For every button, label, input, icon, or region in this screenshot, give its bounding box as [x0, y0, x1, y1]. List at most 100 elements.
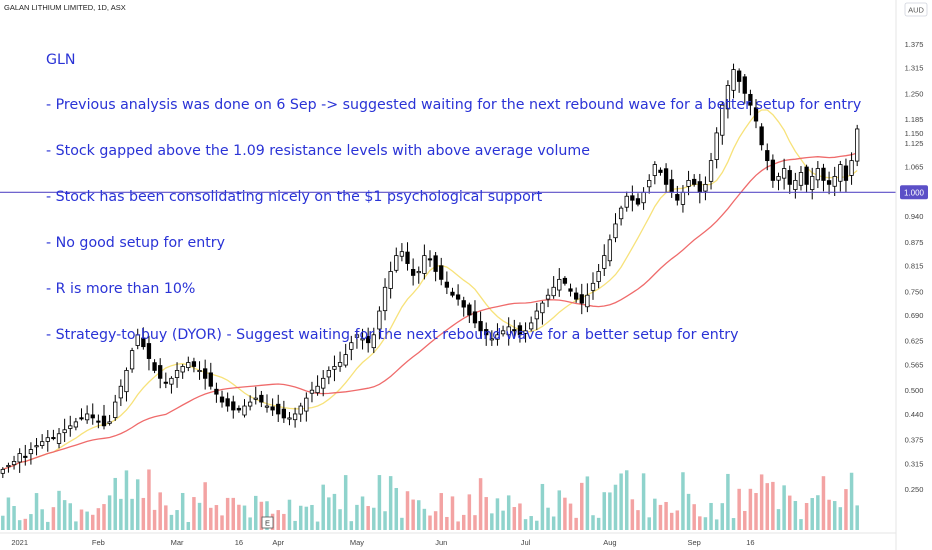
- volume-bar: [591, 515, 595, 530]
- candle-body: [214, 388, 219, 395]
- volume-bar: [180, 492, 185, 530]
- volume-bar: [158, 492, 162, 530]
- candle-body: [759, 126, 764, 146]
- candle-body: [855, 128, 860, 162]
- time-tick-label: 16: [235, 538, 243, 547]
- volume-bar: [209, 507, 213, 530]
- price-tick-label: 1.065: [905, 163, 924, 172]
- candle-body: [315, 385, 320, 394]
- candle-body: [236, 407, 242, 411]
- price-tick-label: 0.875: [905, 238, 924, 247]
- volume-bar: [433, 511, 438, 530]
- volume-bar: [130, 498, 134, 530]
- volume-bar: [276, 510, 280, 530]
- candle-body: [113, 401, 118, 418]
- earnings-marker-icon[interactable]: E: [265, 519, 270, 528]
- candle-body: [472, 311, 478, 324]
- volume-bar: [91, 514, 95, 530]
- candle-body: [309, 389, 315, 394]
- volume-bar: [771, 481, 775, 530]
- candle-body: [23, 455, 28, 458]
- candle-body: [321, 377, 326, 389]
- price-tick-label: 1.375: [905, 40, 924, 49]
- candle-body: [225, 398, 230, 407]
- volume-bar: [450, 496, 455, 530]
- volume-bar: [383, 511, 387, 530]
- candle-body: [613, 223, 618, 239]
- candle-body: [281, 408, 286, 419]
- candle-body: [826, 180, 832, 185]
- volume-bar: [197, 502, 202, 530]
- candle-body: [169, 377, 174, 385]
- volume-bar: [338, 509, 342, 530]
- candle-body: [647, 180, 652, 188]
- volume-bar: [231, 497, 236, 530]
- volume-bar: [832, 501, 837, 530]
- candle-body: [618, 207, 624, 220]
- candle-body: [208, 372, 213, 387]
- volume-bar: [658, 504, 663, 530]
- candle-body: [405, 251, 410, 264]
- candle-body: [354, 334, 360, 338]
- moving-averages: [2, 109, 858, 471]
- time-tick-label: Jul: [521, 538, 531, 547]
- volume-bar: [445, 516, 449, 530]
- volume-bar: [473, 515, 477, 530]
- volume-bar: [214, 505, 219, 530]
- candle-body: [129, 350, 135, 370]
- volume-bar: [327, 497, 331, 530]
- candle-body: [517, 325, 523, 336]
- candle-body: [101, 415, 107, 427]
- volume-bar: [484, 497, 488, 530]
- candle-body: [68, 425, 73, 429]
- candle-body: [529, 322, 534, 330]
- candle-body: [585, 294, 590, 308]
- candle-body: [247, 401, 253, 407]
- volume-bar: [512, 507, 517, 530]
- volume-bar: [321, 484, 325, 530]
- candle-body: [720, 104, 725, 136]
- volume-bar: [147, 469, 151, 530]
- candle-body: [574, 292, 579, 300]
- candle-body: [399, 251, 405, 257]
- candle-body: [607, 239, 613, 262]
- volume-bar: [377, 475, 382, 530]
- volume-bar: [343, 475, 348, 530]
- candle-body: [545, 294, 551, 300]
- candle-body: [298, 405, 303, 415]
- candle-body: [590, 282, 596, 291]
- candle-body: [838, 164, 843, 182]
- volume-bar: [79, 509, 84, 530]
- candle-body: [34, 445, 39, 448]
- candle-body: [776, 176, 781, 181]
- volume-bar: [574, 517, 578, 530]
- volume-bar: [714, 519, 719, 530]
- volume-bar: [164, 505, 168, 530]
- volume-bar: [248, 517, 252, 530]
- candle-body: [17, 453, 22, 463]
- volume-bar: [776, 509, 781, 530]
- volume-bar: [6, 497, 11, 530]
- candle-body: [540, 302, 545, 314]
- price-tick-label: 1.125: [905, 139, 924, 148]
- candle-body: [815, 168, 820, 181]
- price-tick-label: 0.565: [905, 360, 924, 369]
- time-tick-label: Apr: [272, 538, 284, 547]
- candle-body: [191, 361, 197, 367]
- candle-body: [371, 334, 376, 349]
- volume-bar: [102, 504, 106, 530]
- candle-body: [107, 421, 112, 424]
- volume-bar: [827, 499, 831, 530]
- time-tick-label: Mar: [171, 538, 184, 547]
- candle-body: [495, 334, 500, 340]
- candle-body: [152, 362, 157, 371]
- volume-bar: [675, 510, 680, 530]
- volume-bar: [461, 514, 466, 530]
- volume-bar: [506, 495, 511, 530]
- candle-body: [203, 368, 208, 379]
- candle-body: [770, 159, 776, 181]
- time-tick-label: Sep: [688, 538, 701, 547]
- candle-body: [675, 194, 680, 201]
- earnings-marker-box[interactable]: [261, 516, 274, 529]
